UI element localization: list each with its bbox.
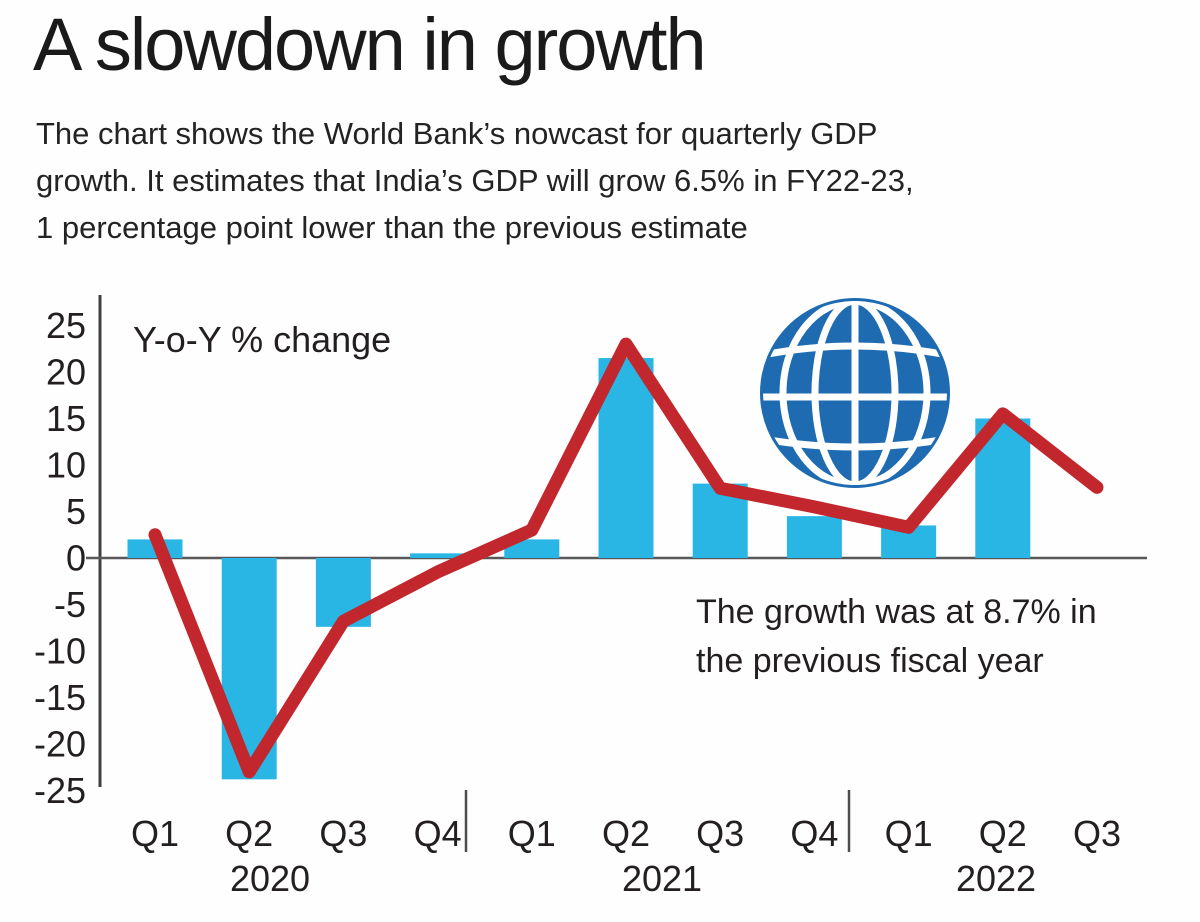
x-tick-label: Q4 [414, 813, 462, 854]
x-tick-label: Q4 [790, 813, 838, 854]
nowcast-line [148, 337, 1104, 779]
year-label: 2020 [230, 858, 310, 899]
y-axis-unit-label: Y-o-Y % change [133, 319, 391, 360]
page-title: A slowdown in growth [33, 3, 707, 86]
year-label: 2021 [622, 858, 702, 899]
x-tick-label: Q2 [979, 813, 1027, 854]
y-axis: 25 20 15 10 5 0 -5 -10 -15 -20 -25 [34, 295, 1147, 811]
y-tick-label: -10 [34, 631, 86, 672]
year-label: 2022 [956, 858, 1036, 899]
nowcast-line-series [148, 337, 1104, 779]
y-tick-labels: 25 20 15 10 5 0 -5 -10 -15 -20 -25 [34, 305, 86, 811]
annotation-line-2: the previous fiscal year [696, 642, 1044, 680]
y-tick-label: 20 [46, 352, 86, 393]
y-tick-label: -20 [34, 724, 86, 765]
gdp-bar-Q4-3 [410, 553, 466, 558]
y-tick-label: 5 [66, 491, 86, 532]
globe-icon [760, 298, 950, 488]
x-tick-label: Q3 [319, 813, 367, 854]
subtitle-line: The chart shows the World Bank’s nowcast… [36, 116, 878, 151]
x-tick-label: Q1 [885, 813, 933, 854]
chart-description: The chart shows the World Bank’s nowcast… [36, 110, 914, 251]
x-tick-label: Q3 [1073, 813, 1121, 854]
x-tick-label: Q1 [131, 813, 179, 854]
x-tick-label: Q1 [508, 813, 556, 854]
x-tick-label: Q3 [696, 813, 744, 854]
y-tick-label: 25 [46, 305, 86, 346]
gdp-growth-chart: 25 20 15 10 5 0 -5 -10 -15 -20 -25 Y-o-Y % change [0, 290, 1200, 922]
subtitle-line: growth. It estimates that India’s GDP wi… [36, 163, 914, 198]
chart-canvas: 25 20 15 10 5 0 -5 -10 -15 -20 -25 Y-o-Y % change [34, 295, 1147, 899]
y-tick-label: -25 [34, 770, 86, 811]
globe-graticule [763, 301, 947, 485]
annotation-line-1: The growth was at 8.7% in [696, 593, 1097, 631]
gdp-bar-Q1-4 [504, 539, 560, 558]
x-tick-label: Q2 [225, 813, 273, 854]
x-tick-label: Q2 [602, 813, 650, 854]
y-tick-label: 0 [66, 538, 86, 579]
y-tick-label: 10 [46, 445, 86, 486]
y-tick-label: -15 [34, 677, 86, 718]
subtitle-line: 1 percentage point lower than the previo… [36, 210, 748, 245]
y-tick-label: 15 [46, 398, 86, 439]
gdp-bar-Q4-7 [786, 516, 842, 558]
y-tick-label: -5 [54, 584, 86, 625]
